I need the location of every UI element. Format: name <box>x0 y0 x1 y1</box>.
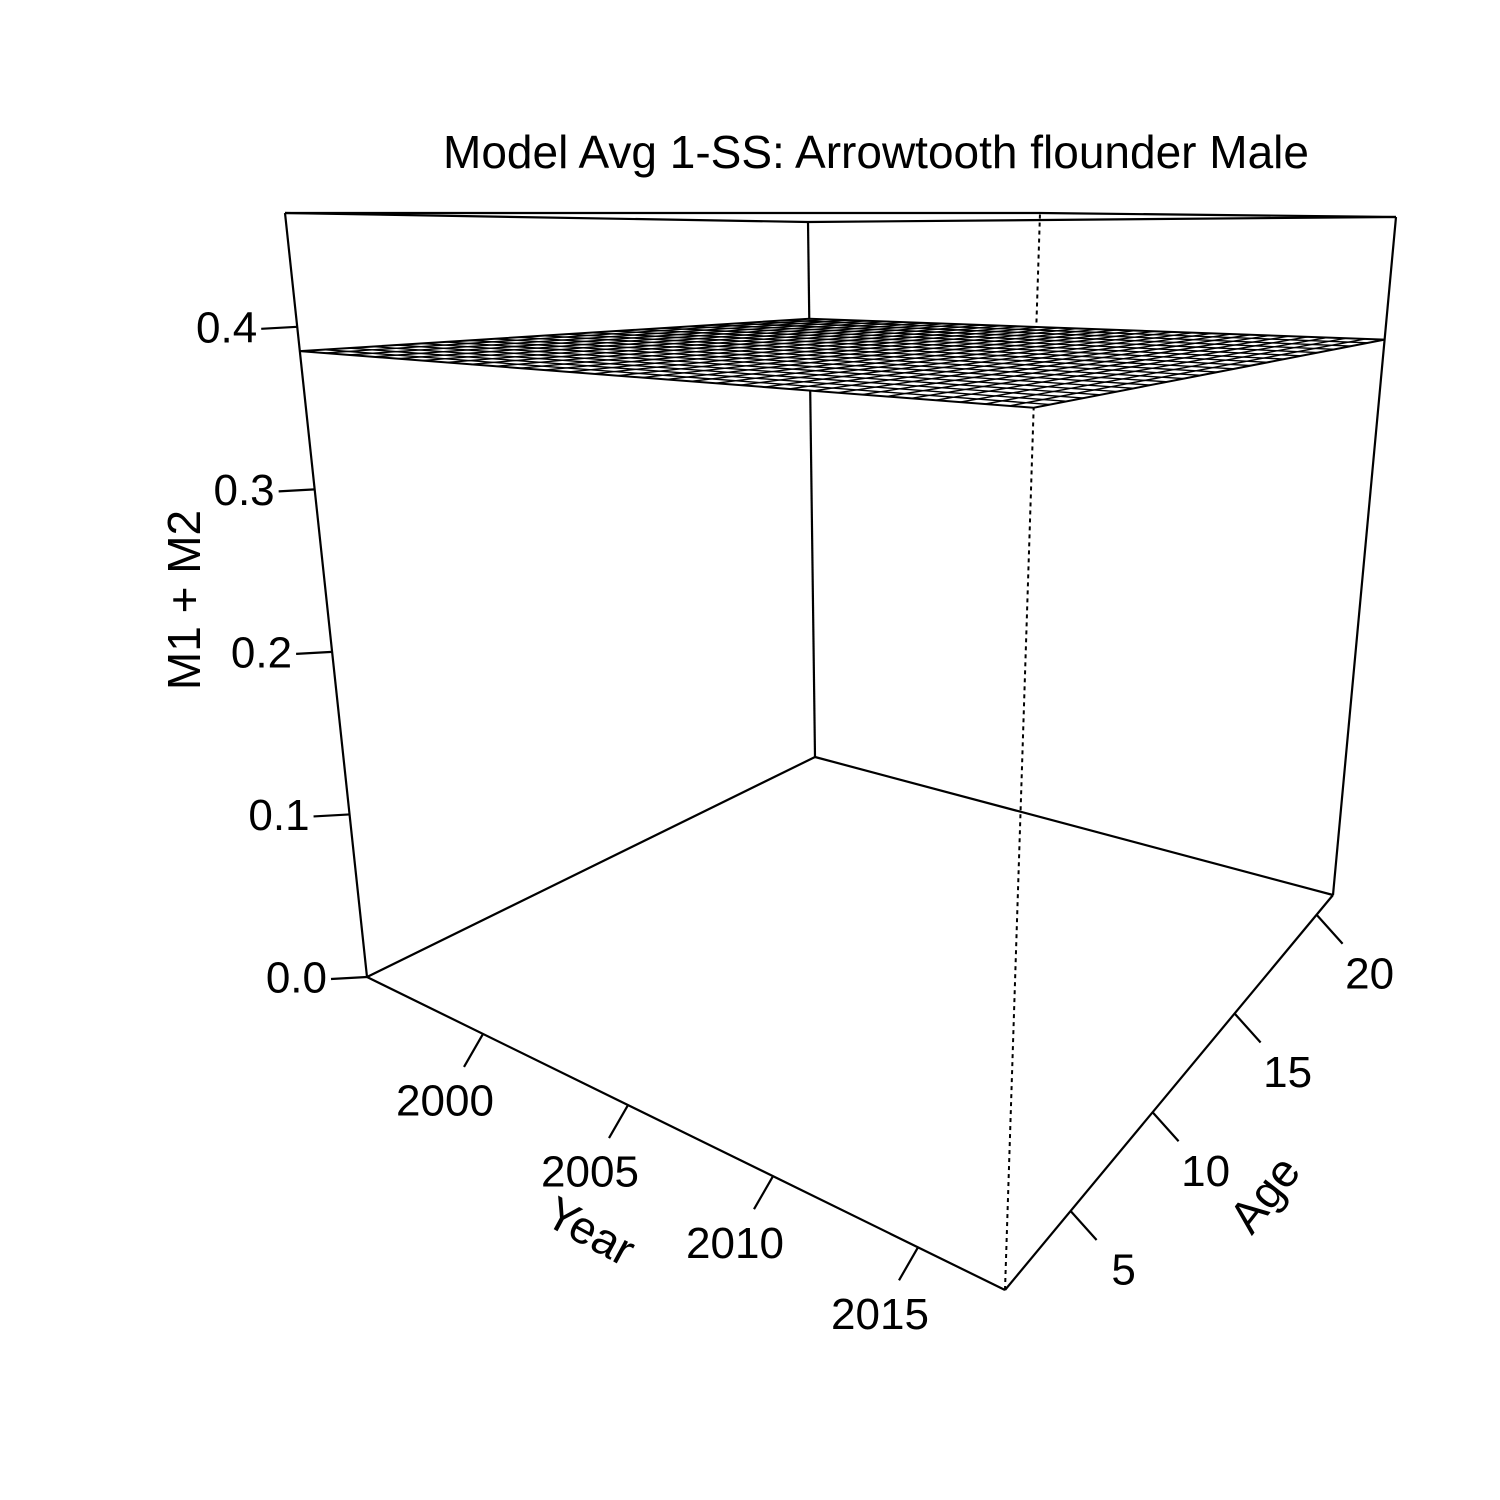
box-edge-top-right <box>1039 211 1397 219</box>
z-tick-label: 0.0 <box>266 954 327 1003</box>
box-front-edges <box>283 211 1398 1291</box>
x-tick-label: 2015 <box>831 1290 929 1339</box>
x-tick-label: 2005 <box>541 1148 639 1197</box>
box-edge-top-left <box>284 211 809 224</box>
surface-grid-line-age <box>784 319 1368 344</box>
surface-grid-line-year <box>740 330 1155 386</box>
z-tick-label: 0.3 <box>213 466 274 515</box>
surface-grid-line-year <box>862 334 1251 396</box>
surface-grid-line-year <box>642 327 1078 379</box>
surface-grid-line-age <box>493 338 1168 383</box>
z-tick-mark <box>278 488 315 493</box>
surface-grid-line-year <box>691 329 1117 383</box>
surface-grid-line-year <box>788 331 1193 390</box>
surface-grid-line-age <box>736 322 1335 351</box>
z-tick-mark <box>261 325 298 330</box>
surface-grid-line-age <box>469 339 1151 386</box>
x-tick-mark <box>463 1033 484 1068</box>
x-axis-label: Year <box>537 1186 644 1276</box>
surface-grid-line-age <box>760 321 1352 347</box>
box-edge-back-vertical <box>806 221 817 758</box>
chart-title: Model Avg 1-SS: Arrowtooth flounder Male <box>443 126 1309 178</box>
surface-grid-line-year <box>397 320 887 360</box>
surface-grid-line-year <box>470 322 944 366</box>
z-axis-label: M1 + M2 <box>158 510 210 690</box>
surface-grid-line-year <box>935 336 1309 401</box>
x-tick-mark <box>898 1246 919 1281</box>
surface-grid-line-age <box>324 348 1051 406</box>
z-tick-mark <box>296 650 333 655</box>
box-edge-floor-front <box>366 976 1006 1291</box>
y-tick-label: 20 <box>1345 949 1394 998</box>
y-tick-mark <box>1233 1012 1262 1044</box>
surface-grid-line-year <box>519 324 982 369</box>
surface-grid-line-year <box>960 336 1328 403</box>
x-tick-label: 2000 <box>396 1077 494 1126</box>
surface-grid-line-year <box>544 325 1002 371</box>
box-edge-floor-right <box>1004 894 1334 1291</box>
box-edge-right-vertical <box>1331 216 1398 896</box>
box-edge-top-back <box>807 215 1397 224</box>
z-tick-label: 0.1 <box>248 791 309 840</box>
surface-grid-line-year <box>324 318 829 354</box>
surface-grid-line-age <box>590 331 1235 370</box>
box-edge-floor-back <box>814 755 1334 897</box>
surface-grid-line-year <box>886 334 1270 398</box>
surface-grid-line-year <box>984 337 1347 405</box>
surface-grid-line-year <box>911 335 1289 400</box>
x-tick-mark <box>608 1104 629 1139</box>
y-tick-mark <box>1151 1111 1180 1142</box>
surface-grid-line-age <box>421 342 1118 393</box>
x-tick-mark <box>753 1175 774 1210</box>
surface-grid-line-year <box>813 332 1213 392</box>
surface-grid-line-age <box>615 330 1251 367</box>
surface-grid-line-year <box>446 322 925 364</box>
y-tick-mark <box>1069 1210 1098 1241</box>
surface-grid-line-year <box>568 325 1021 373</box>
surface-grid-line-year <box>715 329 1136 384</box>
surface-grid-line-year <box>837 333 1232 394</box>
surface-grid-line-age <box>687 325 1302 357</box>
surface-grid-line-year <box>593 326 1040 375</box>
surface-grid-line-age <box>396 344 1101 396</box>
axis-ticks: 2000 2005 2010 2015 5 10 15 20 0.0 0.1 0.2 0.3 0.4 <box>196 303 1394 1339</box>
surface-grid-line-year <box>348 319 848 356</box>
z-tick-label: 0.2 <box>231 629 292 678</box>
y-tick-label: 5 <box>1111 1246 1135 1295</box>
y-tick-label: 10 <box>1181 1147 1230 1196</box>
surface-grid-line-age <box>566 333 1218 373</box>
surface-grid-line-year <box>495 323 963 367</box>
y-tick-label: 15 <box>1263 1048 1312 1097</box>
y-axis-label: Age <box>1219 1146 1310 1243</box>
box-edge-left-vertical <box>283 212 369 978</box>
surface-grid-line-age <box>639 328 1268 364</box>
box-edge-floor-left <box>366 756 816 978</box>
z-tick-mark <box>313 813 350 818</box>
surface-grid-line-year <box>666 328 1098 381</box>
surface-grid-line-year <box>373 320 867 358</box>
y-tick-mark <box>1315 914 1344 945</box>
surface-grid-line-year <box>617 327 1059 377</box>
surface-grid-line-age <box>542 335 1201 377</box>
surface-grid-line-age <box>348 347 1068 402</box>
surface-grid-line-year <box>764 331 1174 388</box>
surface-grid-line-age <box>445 341 1134 390</box>
surface-grid-line-age <box>663 327 1285 360</box>
z-tick-mark <box>330 975 368 981</box>
x-tick-label: 2010 <box>686 1219 784 1268</box>
surface-grid-line-age <box>518 336 1185 380</box>
z-tick-label: 0.4 <box>196 303 257 352</box>
surface-mesh <box>299 317 1385 409</box>
surface-grid-line-year <box>422 321 906 362</box>
surface-grid-line-age <box>712 324 1318 354</box>
surface-grid-line-age <box>372 345 1084 399</box>
surface-grid-line-year <box>1009 338 1366 407</box>
